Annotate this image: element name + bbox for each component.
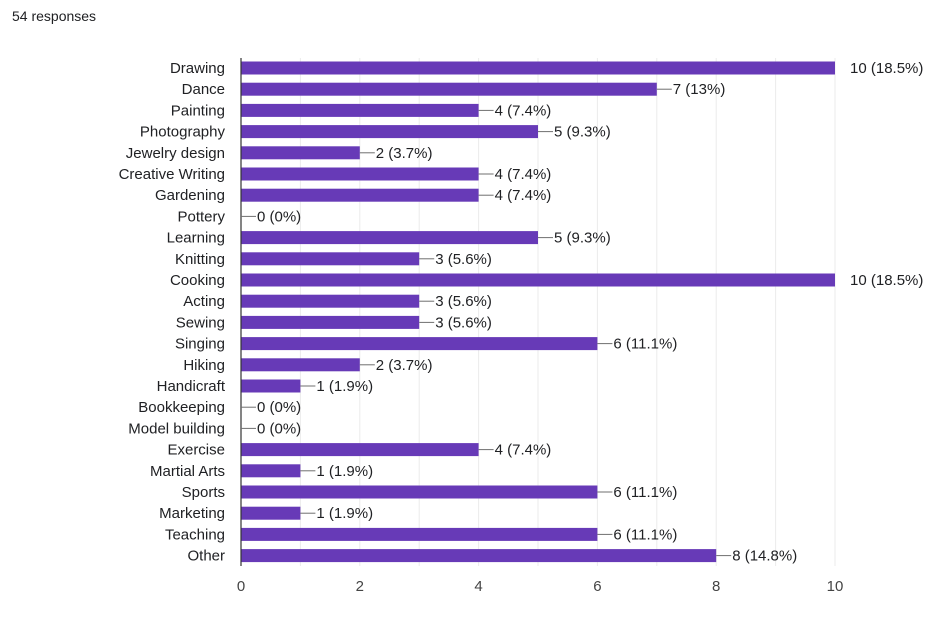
bar <box>241 252 420 266</box>
bar <box>241 464 301 478</box>
bar <box>241 443 479 457</box>
value-label: 10 (18.5%) <box>850 272 923 289</box>
value-label: 4 (7.4%) <box>495 442 552 459</box>
bar <box>241 273 835 287</box>
value-label: 6 (11.1%) <box>613 484 677 501</box>
x-tick-labels: 0 2 4 6 8 10 <box>237 578 844 595</box>
category-label: Photography <box>140 124 226 141</box>
category-label: Other <box>187 548 225 565</box>
bar <box>241 337 598 351</box>
x-tick-label: 0 <box>237 578 245 595</box>
x-tick-label: 8 <box>712 578 720 595</box>
category-label: Sports <box>182 484 225 501</box>
category-label: Creative Writing <box>119 166 225 183</box>
grid-lines <box>299 58 836 566</box>
bar <box>241 188 479 202</box>
bar <box>241 294 420 308</box>
bar <box>241 358 360 372</box>
value-label: 0 (0%) <box>257 208 301 225</box>
value-label: 7 (13%) <box>673 81 726 98</box>
value-label: 6 (11.1%) <box>613 526 677 543</box>
category-label: Cooking <box>170 272 225 289</box>
value-label: 5 (9.3%) <box>554 230 611 247</box>
value-label: 5 (9.3%) <box>554 124 611 141</box>
value-label: 10 (18.5%) <box>850 60 923 77</box>
bar <box>241 125 538 139</box>
bar <box>241 167 479 181</box>
value-label: 1 (1.9%) <box>316 378 373 395</box>
category-label: Pottery <box>177 208 225 225</box>
x-tick-label: 4 <box>474 578 482 595</box>
x-tick-label: 2 <box>356 578 364 595</box>
bar <box>241 527 598 541</box>
value-label: 0 (0%) <box>257 420 301 437</box>
value-label: 2 (3.7%) <box>376 357 433 374</box>
value-label: 8 (14.8%) <box>732 548 797 565</box>
bar <box>241 549 717 563</box>
value-label: 4 (7.4%) <box>495 166 552 183</box>
bar <box>241 61 835 75</box>
category-label: Drawing <box>170 60 225 77</box>
category-label: Model building <box>128 420 225 437</box>
value-label: 4 (7.4%) <box>495 187 552 204</box>
bar <box>241 506 301 520</box>
bar <box>241 82 657 96</box>
value-label: 1 (1.9%) <box>316 505 373 522</box>
category-label: Knitting <box>175 251 225 268</box>
value-label: 6 (11.1%) <box>613 336 677 353</box>
responses-count: 54 responses <box>12 8 97 24</box>
category-label: Handicraft <box>157 378 226 395</box>
category-label: Gardening <box>155 187 225 204</box>
x-tick-label: 6 <box>593 578 601 595</box>
value-label: 3 (5.6%) <box>435 293 492 310</box>
category-label: Martial Arts <box>150 463 225 480</box>
value-label: 2 (3.7%) <box>376 145 433 162</box>
category-label: Teaching <box>165 526 225 543</box>
category-label: Dance <box>182 81 225 98</box>
x-tick-label: 10 <box>827 578 844 595</box>
bar <box>241 379 301 393</box>
bar <box>241 315 420 329</box>
category-label: Marketing <box>159 505 225 522</box>
bar <box>241 485 598 499</box>
category-label: Bookkeeping <box>138 399 225 416</box>
bar <box>241 231 538 245</box>
value-label: 4 (7.4%) <box>495 102 552 119</box>
category-label: Hiking <box>183 357 225 374</box>
category-label: Singing <box>175 336 225 353</box>
category-label: Acting <box>183 293 225 310</box>
category-label: Learning <box>167 230 225 247</box>
bar <box>241 146 360 160</box>
category-label: Jewelry design <box>126 145 225 162</box>
value-label: 1 (1.9%) <box>316 463 373 480</box>
value-labels: 10 (18.5%)7 (13%)4 (7.4%)5 (9.3%)2 (3.7%… <box>241 60 923 565</box>
category-label: Painting <box>171 102 225 119</box>
category-label: Sewing <box>176 314 225 331</box>
value-label: 0 (0%) <box>257 399 301 416</box>
category-label: Exercise <box>167 442 225 459</box>
category-labels: Drawing Dance Painting Photography Jewelry d… <box>119 60 226 565</box>
bars <box>241 61 835 563</box>
value-label: 3 (5.6%) <box>435 314 492 331</box>
value-label: 3 (5.6%) <box>435 251 492 268</box>
bar <box>241 103 479 117</box>
